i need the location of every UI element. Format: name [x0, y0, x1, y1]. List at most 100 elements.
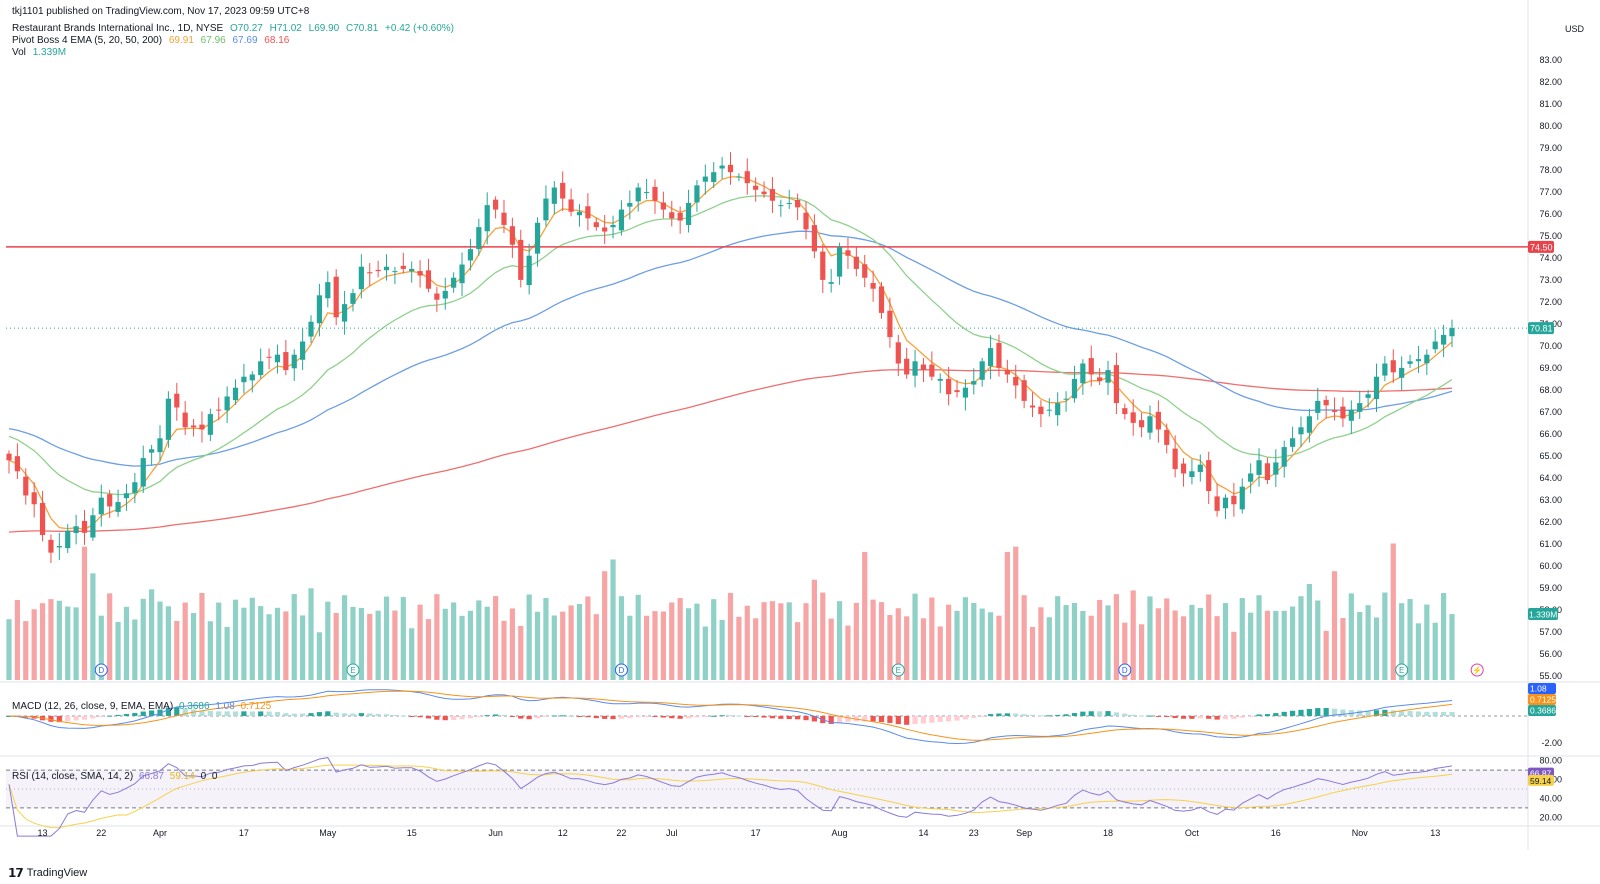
tradingview-logo-icon: 𝟭𝟳: [8, 866, 24, 880]
volume-bar: [325, 601, 331, 680]
candle-body: [753, 185, 759, 190]
candle-body: [165, 398, 172, 440]
volume-bar: [39, 603, 46, 680]
macd-histogram-bar: [1197, 715, 1203, 719]
volume-bar: [761, 602, 767, 680]
macd-histogram-bar: [862, 715, 868, 722]
candle-body: [1004, 369, 1010, 375]
volume-bar: [316, 632, 323, 680]
macd-histogram-bar: [425, 715, 432, 719]
volume-bar: [786, 602, 792, 680]
candle-body: [971, 381, 977, 385]
price-tick-label: 59.00: [1539, 583, 1562, 593]
ema50-line: [8, 230, 1453, 467]
macd-histogram-bar: [719, 715, 725, 717]
macd-histogram-bar: [1105, 711, 1111, 716]
volume-bar: [1264, 610, 1271, 680]
macd-histogram-bar: [341, 713, 348, 716]
candle-body: [31, 492, 37, 505]
macd-histogram-bar: [492, 714, 499, 716]
candle-body: [736, 176, 742, 178]
price-tick-label: 83.00: [1539, 55, 1562, 65]
volume-bar: [190, 613, 197, 680]
tradingview-brand[interactable]: 𝟭𝟳 TradingView: [8, 866, 87, 880]
candle-body: [65, 530, 71, 549]
macd-histogram-bar: [300, 713, 306, 716]
volume-bar: [929, 597, 935, 680]
candle-body: [350, 293, 356, 304]
candle-body: [1147, 416, 1153, 433]
macd-histogram-bar: [1080, 711, 1086, 716]
vol-label: Vol: [12, 47, 26, 58]
rsi-tick-label: 40.00: [1539, 793, 1562, 803]
macd-histogram-bar: [157, 709, 163, 716]
candle-body: [409, 268, 415, 272]
candle-body: [1248, 473, 1254, 482]
candle-body: [786, 202, 792, 204]
currency-label[interactable]: USD: [1565, 24, 1585, 34]
x-axis-label: 16: [1271, 828, 1281, 838]
macd-histogram-bar: [174, 707, 180, 716]
rsi-line: [8, 757, 1453, 837]
candle-body: [149, 449, 155, 453]
candle-body: [81, 520, 88, 533]
volume-bar: [300, 615, 306, 680]
macd-label: MACD (12, 26, close, 9, EMA, EMA): [12, 701, 174, 712]
macd-badge-label: 0.7125: [1530, 695, 1556, 705]
candle-body: [1281, 447, 1287, 467]
candle-body: [1424, 354, 1430, 364]
price-tick-label: 67.00: [1539, 407, 1562, 417]
macd-histogram-bar: [1407, 711, 1413, 716]
candle-body: [14, 456, 20, 472]
candle-body: [23, 476, 29, 496]
macd-histogram-bar: [1298, 709, 1304, 716]
x-axis-label: 23: [969, 828, 979, 838]
macd-histogram-bar: [845, 715, 851, 722]
symbol-legend: Restaurant Brands International Inc., 1D…: [12, 23, 458, 34]
macd-histogram-bar: [451, 715, 457, 720]
volume-bar: [409, 628, 415, 680]
volume-bar: [434, 594, 440, 680]
macd-histogram-bar: [568, 715, 574, 717]
price-tick-label: 74.00: [1539, 253, 1562, 263]
macd-badge: [1528, 683, 1556, 694]
candle-body: [283, 352, 289, 371]
macd-histogram-bar: [484, 715, 490, 717]
candle-body: [1206, 460, 1212, 492]
volume-bar: [1130, 590, 1136, 680]
macd-histogram-bar: [1222, 715, 1229, 720]
x-axis-label: Jun: [488, 828, 503, 838]
volume-bar: [593, 614, 599, 680]
volume-bar: [132, 619, 138, 680]
macd-histogram-bar: [1130, 714, 1136, 716]
rsi-badge: [1528, 774, 1554, 786]
volume-legend: Vol 1.339M: [12, 47, 70, 58]
x-axis-label: 14: [918, 828, 928, 838]
candle-body: [618, 209, 625, 231]
candle-body: [845, 250, 851, 256]
macd-histogram-bar: [593, 715, 599, 719]
x-axis-label: 13: [38, 828, 48, 838]
macd-histogram-bar: [1264, 714, 1271, 716]
macd-histogram-bar: [1239, 715, 1245, 718]
volume-bar: [31, 609, 37, 680]
macd-histogram-bar: [123, 714, 130, 716]
volume-bar: [14, 600, 20, 680]
candle-body: [660, 202, 666, 210]
candle-body: [417, 271, 423, 276]
volume-bar: [1373, 617, 1380, 680]
macd-histogram-bar: [585, 715, 591, 718]
volume-bar: [149, 589, 155, 680]
candle-body: [1340, 406, 1346, 419]
volume-bar: [1407, 599, 1413, 680]
candle-body: [1373, 376, 1380, 400]
candle-body: [1189, 471, 1195, 478]
event-marker-label: ⚡: [1472, 665, 1482, 675]
volume-bar: [1415, 623, 1422, 680]
candle-body: [602, 227, 608, 232]
rsi-tick-label: 20.00: [1539, 812, 1562, 822]
volume-bar: [48, 599, 54, 680]
macd-histogram-bar: [811, 715, 817, 722]
volume-bar: [627, 615, 633, 680]
